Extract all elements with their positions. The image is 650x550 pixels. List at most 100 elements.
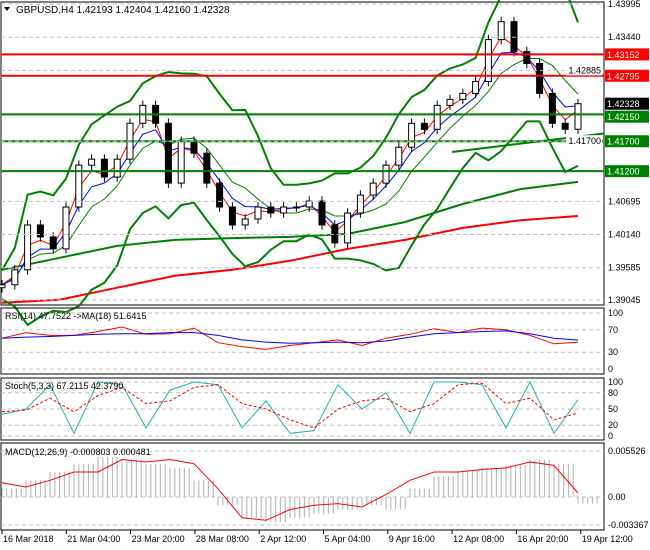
candle [267, 206, 275, 214]
candle [11, 269, 19, 286]
candle [241, 218, 249, 226]
candle [548, 92, 556, 124]
y-tick-label: -0.003367 [608, 520, 649, 530]
level-label: 1.43152 [607, 50, 640, 60]
y-tick-label: 1.43440 [608, 32, 641, 42]
x-tick-label: 2 Apr 12:00 [260, 534, 306, 544]
candle [305, 200, 313, 208]
candle [228, 206, 236, 226]
candle [164, 122, 172, 184]
macd-signal-line [1, 458, 579, 521]
header-ohlc-values: 1.42193 1.42404 1.42160 1.42328 [77, 5, 230, 16]
x-tick-label: 28 Mar 08:00 [196, 534, 249, 544]
candle [331, 224, 339, 244]
candle [216, 182, 224, 208]
y-tick-label: 70 [608, 325, 618, 335]
candle [382, 164, 390, 184]
candle [0, 284, 6, 289]
candle [459, 92, 467, 100]
y-tick-label: 1.40140 [608, 230, 641, 240]
level-label-bg [605, 110, 649, 123]
y-tick-label: 0 [608, 364, 613, 374]
candle [100, 158, 108, 178]
level-label: 1.41200 [607, 167, 640, 177]
stoch-title: Stoch(5,3,3) 67.2115 42.3790 [5, 381, 123, 391]
y-tick-label: 100 [608, 308, 623, 318]
bollinger-lower [1, 120, 579, 327]
rsi-ma-line [1, 330, 579, 344]
candle [408, 122, 416, 148]
bollinger-upper [1, 0, 579, 271]
bollinger-middle [1, 58, 579, 286]
level-label: 1.41700 [607, 137, 640, 147]
candle [280, 206, 288, 214]
y-tick-label: 20 [608, 420, 618, 430]
y-tick-label: 80 [608, 388, 618, 398]
y-tick-label: 1.39045 [608, 295, 641, 305]
stoch-main-line [1, 380, 579, 435]
candle [36, 224, 44, 238]
candle [62, 206, 70, 250]
y-tick-label: 1.43995 [608, 0, 641, 9]
candle [433, 104, 441, 130]
x-tick-label: 16 Mar 2018 [3, 534, 54, 544]
stoch-signal-line [1, 382, 579, 429]
ma-slow-red [1, 215, 579, 304]
candle [369, 182, 377, 196]
y-tick-label: 30 [608, 347, 618, 357]
y-tick-label-bg [566, 135, 602, 147]
header-symbol: GBPUSD,H4 [16, 5, 74, 16]
candle [536, 62, 544, 94]
header-ohlc: GBPUSD,H4 1.42193 1.42404 1.42160 1.4232… [16, 5, 230, 16]
rsi-panel: 100 70 30 0 [0, 307, 623, 375]
y-tick-label: 0.00 [608, 492, 626, 502]
candle [292, 206, 300, 209]
current-price-label-bg [605, 97, 649, 110]
candle [574, 103, 582, 130]
y-tick-label: 0 [608, 431, 613, 441]
candle [472, 80, 480, 94]
y-tick-label: 50 [608, 404, 618, 414]
x-tick-label: 21 Mar 04:00 [67, 534, 120, 544]
level-label-bg [605, 48, 649, 61]
x-tick-label: 5 Apr 04:00 [325, 534, 371, 544]
time-axis: 16 Mar 2018 21 Mar 04:00 23 Mar 20:00 28 Ma… [1, 529, 633, 544]
y-tick-label: 1.42885 [568, 65, 601, 75]
current-price-label: 1.42328 [607, 99, 640, 109]
ema-medium [1, 51, 579, 286]
candle [356, 194, 364, 214]
x-tick-label: 19 Apr 12:00 [582, 534, 633, 544]
candle [420, 122, 428, 130]
x-tick-label: 23 Mar 20:00 [132, 534, 185, 544]
x-tick-label: 9 Apr 16:00 [389, 534, 435, 544]
price-panel: 1.43152 1.42795 1.42328 1.42150 1.41700 1.412… [0, 0, 649, 327]
candle [510, 21, 518, 53]
y-tick-label: 100 [608, 377, 623, 387]
y-tick-label: 1.40695 [608, 196, 641, 206]
candle [497, 21, 505, 41]
candle [203, 152, 211, 184]
candle [395, 146, 403, 166]
y-tick-label: 0.005526 [608, 446, 646, 456]
candle [561, 122, 569, 130]
level-label-bg [605, 69, 649, 82]
x-tick-label: 12 Apr 08:00 [453, 534, 504, 544]
x-tick-label: 16 Apr 20:00 [517, 534, 568, 544]
candle [49, 236, 57, 250]
candle [177, 140, 185, 184]
level-label: 1.42795 [607, 71, 640, 81]
level-label: 1.42150 [607, 112, 640, 122]
y-tick-label: 1.39585 [608, 263, 641, 273]
ma-slow-green [1, 180, 579, 271]
level-label-bg [605, 135, 649, 148]
panel-border [0, 307, 605, 375]
candle [75, 164, 83, 208]
candle [190, 140, 198, 154]
candle [523, 51, 531, 64]
collapse-triangle-icon[interactable] [4, 7, 10, 11]
panel-border [0, 1, 605, 306]
candle [344, 212, 352, 244]
candle [484, 39, 492, 82]
